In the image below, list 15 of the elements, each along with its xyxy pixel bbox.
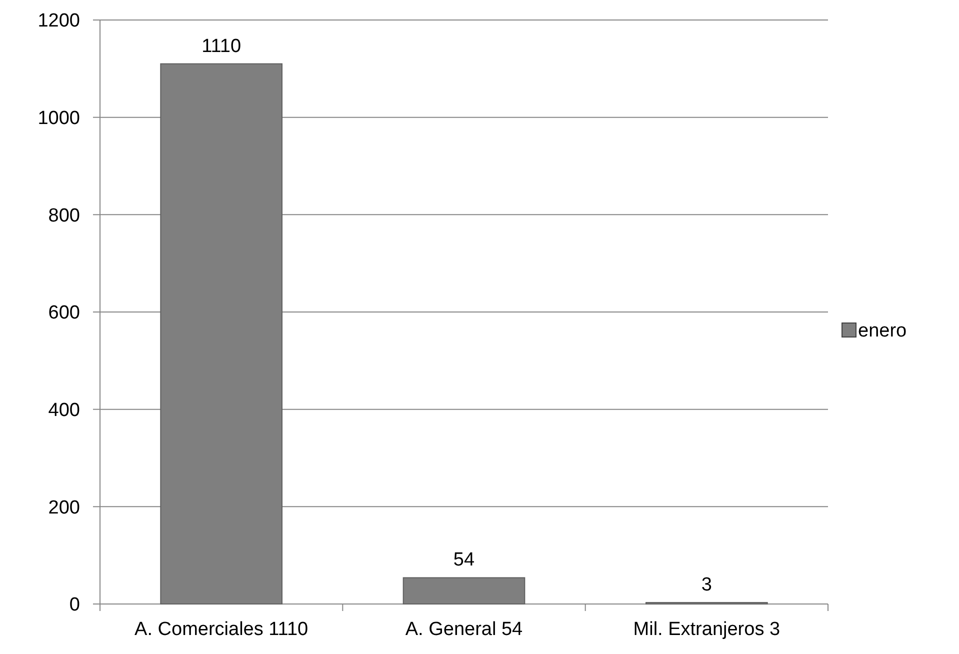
y-tick-label: 800 bbox=[48, 205, 80, 226]
x-tick-label: Mil. Extranjeros 3 bbox=[633, 619, 780, 640]
data-label: 3 bbox=[701, 574, 712, 596]
data-label: 54 bbox=[453, 550, 475, 571]
legend-label: enero bbox=[858, 320, 907, 342]
y-tick-label: 200 bbox=[48, 497, 80, 518]
data-label: 1110 bbox=[202, 36, 242, 57]
y-tick-label: 600 bbox=[48, 302, 80, 324]
x-tick-label: A. General 54 bbox=[405, 619, 524, 640]
y-tick-label: 1000 bbox=[38, 108, 80, 129]
y-tick-label: 1200 bbox=[38, 10, 80, 32]
y-tick-label: 400 bbox=[48, 400, 80, 421]
bar bbox=[402, 577, 526, 604]
x-tick-label: A. Comerciales 1110 bbox=[134, 619, 308, 640]
y-tick-label: 0 bbox=[69, 594, 80, 616]
